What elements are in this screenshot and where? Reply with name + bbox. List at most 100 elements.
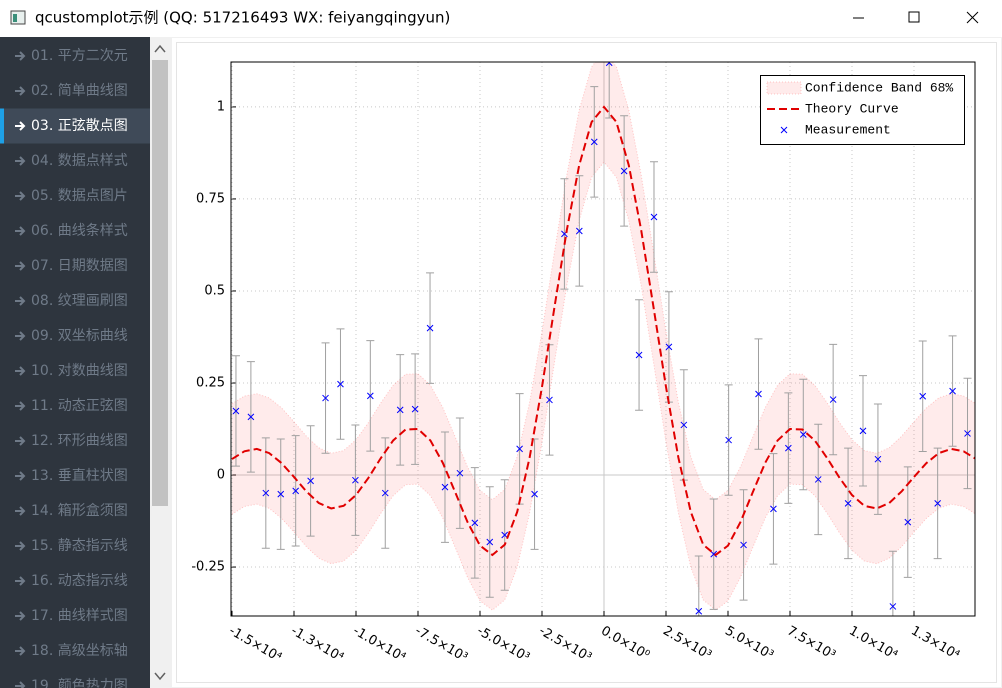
measurement-point xyxy=(665,343,673,351)
measurement-point xyxy=(590,138,598,146)
nav-item[interactable]: 06. 曲线条样式 xyxy=(15,222,128,239)
measurement-point xyxy=(456,469,464,477)
nav-item-icon xyxy=(15,576,26,586)
nav-item[interactable]: 12. 环形曲线图 xyxy=(15,433,128,449)
y-tick-label: -0.25 xyxy=(191,560,225,575)
nav-item[interactable]: 11. 动态正弦图 xyxy=(15,398,128,414)
scroll-down[interactable] xyxy=(154,672,166,681)
nav-item[interactable]: 18. 高级坐标轴 xyxy=(15,642,128,659)
nav-item-label: 09. 双坐标曲线 xyxy=(31,328,128,344)
measurement-point xyxy=(307,477,314,485)
nav-item-icon xyxy=(15,156,26,166)
nav-item[interactable]: 15. 静态指示线 xyxy=(15,538,128,554)
theory-curve xyxy=(231,105,975,557)
legend-label: Confidence Band 68% xyxy=(805,80,953,95)
measurement-point xyxy=(471,519,479,527)
chart-panel xyxy=(172,38,1001,687)
nav-item-marker xyxy=(0,108,4,144)
nav-item-icon xyxy=(15,51,26,61)
nav-item-label: 17. 曲线样式图 xyxy=(31,608,128,624)
nav-item-icon xyxy=(15,331,26,341)
nav-item-icon xyxy=(15,261,26,271)
axis-frame xyxy=(230,61,976,617)
measurement-point xyxy=(710,550,718,558)
nav-item[interactable]: 16. 动态指示线 xyxy=(15,573,128,589)
nav-item-icon xyxy=(15,401,26,411)
plot-area xyxy=(231,62,975,616)
nav-item[interactable]: 04. 数据点样式 xyxy=(15,153,128,169)
nav-item-label: 16. 动态指示线 xyxy=(31,573,128,589)
nav-item-icon xyxy=(15,506,26,516)
nav-item[interactable]: 01. 平方二次元 xyxy=(15,48,128,64)
measurement-point xyxy=(575,227,583,235)
measurement-point xyxy=(635,351,643,359)
measurement-point xyxy=(441,483,449,491)
nav-item[interactable]: 17. 曲线样式图 xyxy=(15,608,128,624)
measurement-point xyxy=(904,518,912,526)
app-icon-detail xyxy=(13,14,17,22)
measurement-point xyxy=(844,500,852,507)
measurement-point xyxy=(277,490,285,498)
measurement-point xyxy=(680,421,688,429)
measurement-point xyxy=(605,62,613,67)
nav-item-label: 06. 曲线条样式 xyxy=(31,222,128,239)
nav-item[interactable]: 13. 垂直柱状图 xyxy=(15,467,128,484)
nav-item-label: 12. 环形曲线图 xyxy=(31,433,128,449)
measurement-point xyxy=(232,407,240,415)
measurement-point xyxy=(755,390,762,398)
measurement-point xyxy=(740,541,747,549)
nav-item-label: 03. 正弦散点图 xyxy=(31,118,128,134)
y-tick-label: 1 xyxy=(217,99,225,114)
nav-item[interactable]: 10. 对数曲线图 xyxy=(15,363,128,379)
measurement-point xyxy=(829,396,837,403)
legend: Confidence Band 68% Theory Curve Measureme… xyxy=(760,75,965,145)
legend-label: Measurement xyxy=(805,122,891,137)
confidence-band xyxy=(231,62,975,611)
nav-item[interactable]: 05. 数据点图片 xyxy=(15,188,128,204)
y-tick-label: 0.25 xyxy=(196,375,225,390)
nav-item-label: 01. 平方二次元 xyxy=(31,48,128,64)
nav-item-label: 08. 纹理画刷图 xyxy=(31,293,128,309)
confidence-band-edge xyxy=(231,161,975,611)
nav-item-icon xyxy=(15,646,26,656)
measurement-point xyxy=(770,505,777,513)
nav-item-icon xyxy=(15,436,26,446)
legend-label: Theory Curve xyxy=(805,101,899,116)
measurement-point xyxy=(531,490,538,498)
maximize-button[interactable] xyxy=(908,11,920,23)
nav-item[interactable]: 08. 纹理画刷图 xyxy=(15,293,128,309)
measurement-point xyxy=(650,213,658,221)
measurement-point xyxy=(934,500,942,507)
window-title: qcustomplot示例 (QQ: 517216493 WX: feiyang… xyxy=(35,9,450,27)
nav-item-label: 11. 动态正弦图 xyxy=(31,398,128,414)
title-bar xyxy=(0,0,1002,37)
nav-item[interactable]: 19. 颜色热力图 xyxy=(15,677,128,688)
scrollbar-thumb[interactable] xyxy=(152,60,168,506)
measurement-point xyxy=(919,392,927,400)
nav-item[interactable]: 09. 双坐标曲线 xyxy=(15,328,128,344)
measurement-point xyxy=(292,487,300,495)
nav-item[interactable]: 07. 日期数据图 xyxy=(15,258,128,274)
measurement-point xyxy=(859,427,867,435)
nav-item-label: 04. 数据点样式 xyxy=(31,153,128,169)
nav-item-icon xyxy=(15,226,26,236)
nav-item-label: 07. 日期数据图 xyxy=(31,258,128,274)
close-button[interactable] xyxy=(966,11,979,24)
measurement-point xyxy=(725,436,732,444)
nav-item-icon xyxy=(15,86,26,96)
measurement-point xyxy=(620,167,628,175)
measurement-point xyxy=(411,405,419,413)
measurement-point xyxy=(247,413,255,421)
nav-item[interactable]: 02. 简单曲线图 xyxy=(15,82,128,99)
nav-item[interactable]: 14. 箱形盒须图 xyxy=(15,502,128,519)
nav-item-label: 14. 箱形盒须图 xyxy=(31,502,128,519)
nav-item-icon xyxy=(15,681,26,688)
measurement-point xyxy=(785,444,792,452)
confidence-band-edge xyxy=(231,62,975,501)
nav-item[interactable]: 03. 正弦散点图 xyxy=(0,108,150,144)
scroll-up[interactable] xyxy=(154,44,166,53)
measurement-point xyxy=(337,380,344,388)
measurement-point xyxy=(889,603,897,610)
sidebar xyxy=(0,37,150,688)
